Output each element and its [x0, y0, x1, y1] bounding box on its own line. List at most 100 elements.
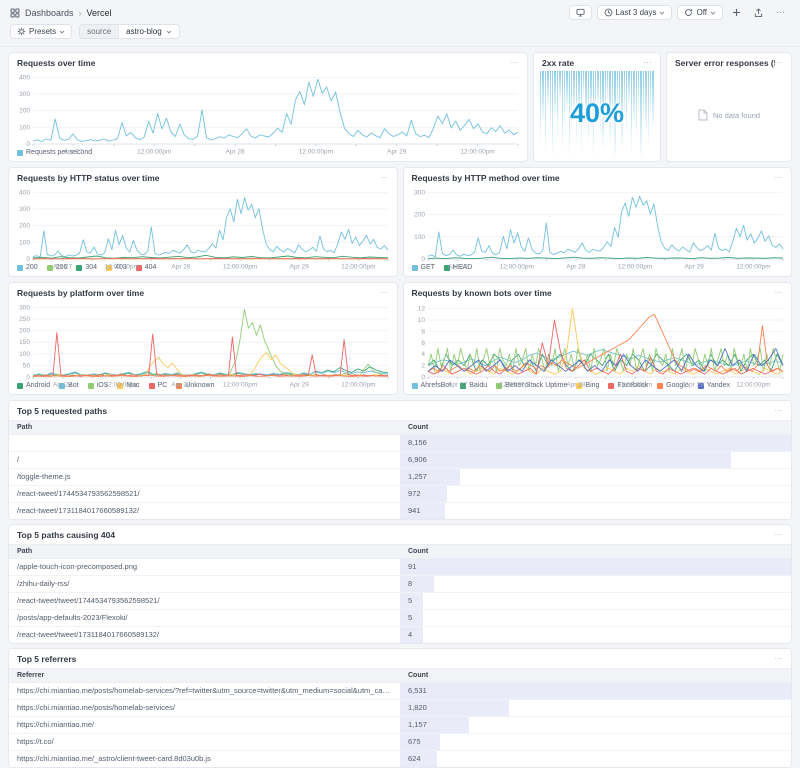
panel-menu-icon[interactable]: ⋯ — [774, 288, 783, 297]
count-bar — [400, 503, 446, 519]
svg-text:2: 2 — [421, 363, 425, 370]
svg-text:12:00:00pm: 12:00:00pm — [223, 382, 257, 389]
time-range-button[interactable]: Last 3 days — [596, 5, 673, 20]
legend-item[interactable]: Bot — [59, 382, 79, 389]
legend-item[interactable]: HEAD — [443, 264, 472, 271]
count-cell: 972 — [400, 486, 791, 502]
legend-item[interactable]: Android — [17, 382, 50, 389]
source-filter-key: source — [80, 25, 120, 38]
filter-bar: Presets source astro-blog — [0, 23, 800, 47]
chart-legend: Requests per second — [9, 148, 527, 161]
legend-item[interactable]: Mac — [117, 382, 140, 389]
panel-menu-icon[interactable]: ⋯ — [774, 530, 783, 539]
svg-text:12:00:00pm: 12:00:00pm — [223, 264, 257, 271]
count-cell: 8,156 — [400, 435, 791, 451]
presets-button[interactable]: Presets — [10, 24, 73, 39]
count-cell: 91 — [400, 559, 791, 575]
line-chart: 0 100 200 300 Apr 27 12:00:00pm Apr 28 12:00:00… — [408, 185, 788, 270]
count-cell: 1,257 — [400, 469, 791, 485]
document-icon — [698, 109, 708, 121]
svg-text:12:00:00pm: 12:00:00pm — [460, 149, 494, 156]
table-row: https://chi.miantiao.me/posts/homelab-se… — [9, 700, 791, 717]
table-row: /apple-touch-icon-precomposed.png 91 — [9, 559, 791, 576]
line-chart: 0 100 200 300 400 Apr 27 12:00:00pm Apr 28 12:00… — [13, 70, 523, 155]
legend-item[interactable]: Bing — [576, 382, 599, 389]
source-filter-chip[interactable]: source astro-blog — [79, 24, 180, 39]
path-cell: /react-tweet/1731184017660589132/ — [17, 506, 140, 515]
count-cell: 6,531 — [400, 683, 791, 699]
count-bar — [400, 627, 424, 643]
count-cell: 1,157 — [400, 717, 791, 733]
legend-item[interactable]: Baidu — [460, 382, 487, 389]
line-chart: 0 100 200 300 400 Apr 27 12:00:00pm Apr 28 12:00… — [13, 185, 393, 270]
count-bar — [400, 593, 424, 609]
legend-item[interactable]: GET — [411, 264, 435, 271]
count-bar — [400, 717, 470, 733]
svg-text:Apr 28: Apr 28 — [226, 149, 246, 156]
svg-text:200: 200 — [414, 212, 425, 219]
legend-item[interactable]: Requests per second — [17, 149, 92, 156]
legend-item[interactable]: PC — [148, 382, 167, 389]
column-header-count: Count — [408, 548, 429, 555]
legend-item[interactable]: Unknown — [176, 382, 214, 389]
chart-legend: AhrefsBot Baidu Better Stack Uptime Bing Fac… — [404, 381, 792, 394]
table-row: 8,156 — [9, 435, 791, 452]
svg-text:400: 400 — [19, 74, 30, 81]
legend-item[interactable]: 200 — [17, 264, 38, 271]
legend-item[interactable]: 304 — [76, 264, 97, 271]
svg-text:0: 0 — [421, 256, 425, 263]
legend-item[interactable]: Better Stack Uptime — [496, 382, 567, 389]
panel-menu-icon[interactable]: ⋯ — [380, 173, 389, 182]
svg-text:Apr 28: Apr 28 — [566, 382, 586, 389]
line-chart: 0 50 100 150 200 250 300 Apr 27 12:00:00pm Apr 28… — [13, 300, 393, 388]
breadcrumb-current: Vercel — [86, 7, 112, 18]
share-button[interactable] — [750, 6, 767, 20]
svg-text:400: 400 — [19, 189, 30, 196]
column-header-count: Count — [408, 424, 429, 431]
legend-item[interactable]: 206 — [46, 264, 67, 271]
path-cell: https://chi.miantiao.me/posts/homelab-se… — [17, 686, 400, 695]
svg-text:250: 250 — [19, 316, 30, 323]
panel-menu-icon[interactable]: ⋯ — [774, 58, 783, 67]
panel-title: Server error responses (5xx) — [675, 58, 775, 68]
more-options-button[interactable]: ⋯ — [776, 7, 786, 17]
svg-text:300: 300 — [19, 304, 30, 311]
legend-item[interactable]: Google — [657, 382, 689, 389]
svg-text:12:00:00pm: 12:00:00pm — [137, 149, 171, 156]
legend-item[interactable]: iOS — [87, 382, 108, 389]
legend-item[interactable]: 403 — [106, 264, 127, 271]
chart-legend: 200 206 304 403 404 — [9, 263, 397, 276]
panel-menu-icon[interactable]: ⋯ — [774, 654, 783, 663]
panel-known-bots: Requests by known bots over time ⋯ 0 2 4 6 8 1… — [402, 282, 792, 395]
count-bar — [400, 734, 441, 750]
legend-item[interactable]: Facebook — [608, 382, 648, 389]
count-bar — [400, 435, 791, 451]
refresh-interval-button[interactable]: Off — [677, 5, 723, 20]
breadcrumb-section[interactable]: Dashboards — [25, 7, 74, 18]
kiosk-mode-button[interactable] — [568, 5, 592, 20]
panel-title: Requests by HTTP method over time — [411, 173, 560, 183]
path-cell: /posts/app-defaults-2023/Flexoki/ — [17, 613, 128, 622]
legend-item[interactable]: 404 — [135, 264, 156, 271]
panel-menu-icon[interactable]: ⋯ — [643, 58, 652, 67]
panel-menu-icon[interactable]: ⋯ — [774, 406, 783, 415]
table-row: /zhihu-daily-rss/8 — [9, 576, 791, 593]
table-row: /react-tweet/1731184017660589132/941 — [9, 503, 791, 519]
panel-top-requested-paths: Top 5 requested paths ⋯ Path Count 8,156/… — [8, 400, 792, 520]
table-header: Path Count — [9, 420, 791, 435]
chevron-down-icon — [59, 30, 65, 34]
table-header: Path Count — [9, 544, 791, 559]
time-range-label: Last 3 days — [615, 8, 657, 17]
panel-menu-icon[interactable]: ⋯ — [380, 288, 389, 297]
svg-text:12:00:00pm: 12:00:00pm — [341, 382, 375, 389]
count-bar — [400, 486, 447, 502]
add-panel-button[interactable] — [728, 6, 745, 19]
count-cell: 4 — [400, 627, 791, 643]
panel-menu-icon[interactable]: ⋯ — [510, 58, 519, 67]
legend-item[interactable]: AhrefsBot — [411, 382, 451, 389]
panel-menu-icon[interactable]: ⋯ — [774, 173, 783, 182]
table-row: https://chi.miantiao.me/1,157 — [9, 717, 791, 734]
svg-text:Apr 28: Apr 28 — [171, 382, 191, 389]
legend-item[interactable]: Yandex — [697, 382, 730, 389]
svg-text:Apr 29: Apr 29 — [684, 264, 704, 271]
